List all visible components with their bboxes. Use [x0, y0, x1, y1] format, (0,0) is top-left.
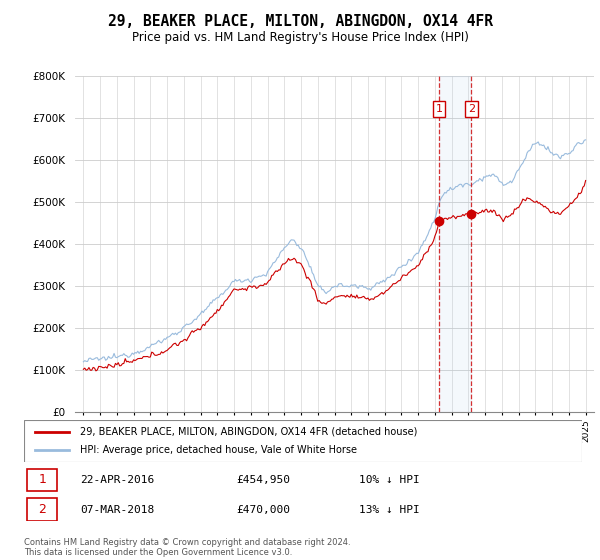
- Text: 07-MAR-2018: 07-MAR-2018: [80, 505, 154, 515]
- Text: 2: 2: [38, 503, 46, 516]
- Text: 22-APR-2016: 22-APR-2016: [80, 475, 154, 485]
- Text: 10% ↓ HPI: 10% ↓ HPI: [359, 475, 419, 485]
- Text: 13% ↓ HPI: 13% ↓ HPI: [359, 505, 419, 515]
- Text: 29, BEAKER PLACE, MILTON, ABINGDON, OX14 4FR: 29, BEAKER PLACE, MILTON, ABINGDON, OX14…: [107, 14, 493, 29]
- Text: 29, BEAKER PLACE, MILTON, ABINGDON, OX14 4FR (detached house): 29, BEAKER PLACE, MILTON, ABINGDON, OX14…: [80, 427, 417, 437]
- Text: Price paid vs. HM Land Registry's House Price Index (HPI): Price paid vs. HM Land Registry's House …: [131, 31, 469, 44]
- Text: HPI: Average price, detached house, Vale of White Horse: HPI: Average price, detached house, Vale…: [80, 445, 357, 455]
- Bar: [439, 76, 471, 412]
- Text: £470,000: £470,000: [236, 505, 290, 515]
- Text: 1: 1: [436, 104, 443, 114]
- FancyBboxPatch shape: [24, 420, 582, 462]
- Text: £454,950: £454,950: [236, 475, 290, 485]
- Text: Contains HM Land Registry data © Crown copyright and database right 2024.
This d: Contains HM Land Registry data © Crown c…: [24, 538, 350, 557]
- Text: 1: 1: [38, 473, 46, 487]
- FancyBboxPatch shape: [27, 469, 58, 491]
- FancyBboxPatch shape: [27, 498, 58, 521]
- Text: 2: 2: [468, 104, 475, 114]
